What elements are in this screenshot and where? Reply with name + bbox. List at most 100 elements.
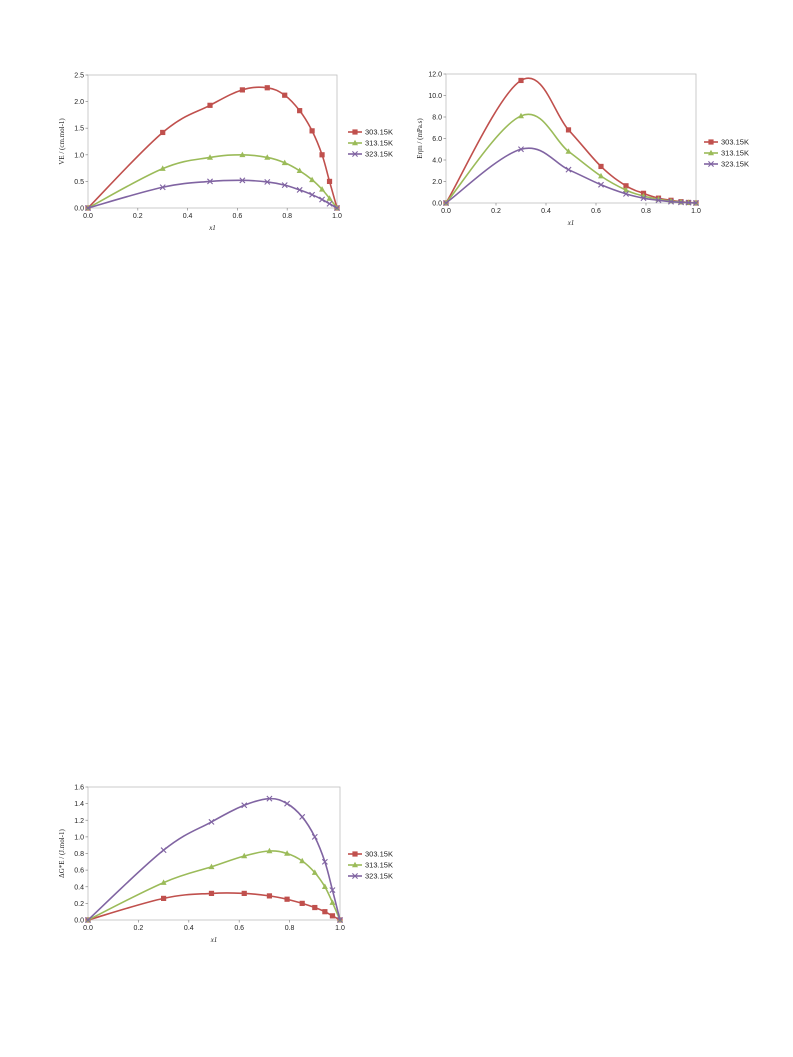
data-point xyxy=(160,879,167,885)
y-tick-label: 0.0 xyxy=(74,918,84,925)
chart-gibbs-energy: 0.0 0.2 0.4 0.6 0.8 1.0 1.2 1.4 1.6 0.0 0.2 0.4 0.6 0… xyxy=(50,778,400,968)
data-point xyxy=(284,850,291,856)
legend-marker xyxy=(708,149,714,156)
data-point xyxy=(266,795,273,802)
data-point xyxy=(309,176,316,183)
x-tick-label: 0.2 xyxy=(133,213,143,220)
data-point xyxy=(297,108,303,114)
data-point xyxy=(312,904,318,911)
data-point xyxy=(321,883,328,890)
data-point xyxy=(518,112,524,119)
data-point xyxy=(299,813,306,820)
data-point xyxy=(685,199,692,206)
legend-entry: 313.15K xyxy=(348,139,393,148)
y-tick-label: 4.0 xyxy=(432,158,442,165)
data-point xyxy=(518,146,524,153)
data-point xyxy=(668,198,674,205)
data-point xyxy=(565,166,572,173)
data-point xyxy=(299,900,305,906)
x-axis-label: x1 xyxy=(567,219,575,227)
data-point xyxy=(640,195,647,202)
y-tick-label: 1.2 xyxy=(74,818,84,825)
data-point xyxy=(264,85,270,91)
y-tick-label: 0.6 xyxy=(74,868,84,875)
series-line xyxy=(445,147,697,204)
x-tick-label: 0.0 xyxy=(83,213,93,220)
chart-svg: 0.0 0.5 1.0 1.5 2.0 2.5 0.0 0.2 0.4 0.6 0.8 1.0 x1 VE… xyxy=(58,73,393,233)
x-tick-label: 0.8 xyxy=(641,208,651,215)
y-tick-label: 1.0 xyxy=(74,834,84,841)
data-point xyxy=(309,191,316,198)
data-point xyxy=(85,917,91,923)
data-point xyxy=(296,167,303,174)
data-point xyxy=(693,200,699,206)
chart-excess-molar-volume: 0.0 0.5 1.0 1.5 2.0 2.5 0.0 0.2 0.4 0.6 0.8 1.0 x1 VE… xyxy=(50,66,400,241)
plot-area xyxy=(87,74,338,209)
data-point xyxy=(207,178,213,185)
data-point xyxy=(326,195,333,201)
x-tick-label: 1.0 xyxy=(691,208,701,215)
data-point xyxy=(321,858,328,865)
x-tick-label: 0.6 xyxy=(233,213,243,220)
data-point xyxy=(309,128,315,134)
x-tick-label: 0.2 xyxy=(491,208,501,215)
data-point xyxy=(299,857,306,864)
y-tick-label: 2.5 xyxy=(74,73,84,80)
data-point xyxy=(565,127,572,133)
x-tick-label: 1.0 xyxy=(335,925,345,932)
y-tick-label: 6.0 xyxy=(432,136,442,143)
chart-svg: 0.0 2.0 4.0 6.0 8.0 10.0 12.0 0.0 0.2 0.4 0.6 0.8 1.… xyxy=(416,72,749,228)
x-tick-label: 0.0 xyxy=(441,208,451,215)
data-point xyxy=(319,186,326,192)
legend-label: 323.15K xyxy=(365,872,393,881)
data-point xyxy=(311,869,318,875)
data-point xyxy=(326,200,333,207)
legend-marker xyxy=(352,139,358,146)
data-point xyxy=(160,129,166,136)
legend-label: 323.15K xyxy=(721,160,749,169)
series-303.15K xyxy=(85,890,343,923)
data-point xyxy=(282,92,288,98)
x-tick-label: 0.6 xyxy=(591,208,601,215)
data-point xyxy=(208,818,215,825)
y-tick-label: 0.2 xyxy=(74,901,84,908)
legend-marker xyxy=(352,873,358,879)
y-tick-label: 0.4 xyxy=(74,884,84,891)
data-point xyxy=(565,148,572,154)
series-line xyxy=(87,892,341,921)
data-point xyxy=(598,172,604,179)
data-point xyxy=(598,181,604,188)
series-line xyxy=(445,77,697,204)
data-point xyxy=(623,183,629,189)
y-tick-label: 2.0 xyxy=(432,179,442,186)
y-tick-label: 2.0 xyxy=(74,99,84,106)
legend-label: 303.15K xyxy=(721,138,749,147)
data-point xyxy=(284,800,291,807)
data-point xyxy=(239,177,246,184)
legend-marker xyxy=(352,861,358,868)
legend-label: 313.15K xyxy=(365,139,393,148)
legend-label: 313.15K xyxy=(721,149,749,158)
data-point xyxy=(623,190,629,197)
y-tick-label: 1.5 xyxy=(74,126,84,133)
y-tick-label: 0.0 xyxy=(74,206,84,213)
data-point xyxy=(311,833,318,840)
data-point xyxy=(334,205,340,211)
data-point xyxy=(623,186,629,193)
data-point xyxy=(337,917,343,923)
legend-entry: 303.15K xyxy=(348,128,393,137)
x-tick-label: 0.4 xyxy=(184,925,194,932)
legend-entry: 313.15K xyxy=(348,861,393,870)
x-axis-label: x1 xyxy=(210,936,218,944)
series-323.15K xyxy=(443,146,699,206)
data-point xyxy=(655,197,662,204)
legend-entry: 313.15K xyxy=(704,149,749,158)
legend-label: 323.15K xyxy=(365,150,393,159)
data-point xyxy=(207,102,213,108)
legend-marker xyxy=(352,851,358,857)
y-tick-label: 0.8 xyxy=(74,851,84,858)
chart-svg: 0.0 0.2 0.4 0.6 0.8 1.0 1.2 1.4 1.6 0.0 0.2 0.4 0.6 0… xyxy=(58,785,393,945)
x-tick-label: 0.6 xyxy=(234,925,244,932)
legend-label: 303.15K xyxy=(365,128,393,137)
series-313.15K xyxy=(443,112,699,206)
